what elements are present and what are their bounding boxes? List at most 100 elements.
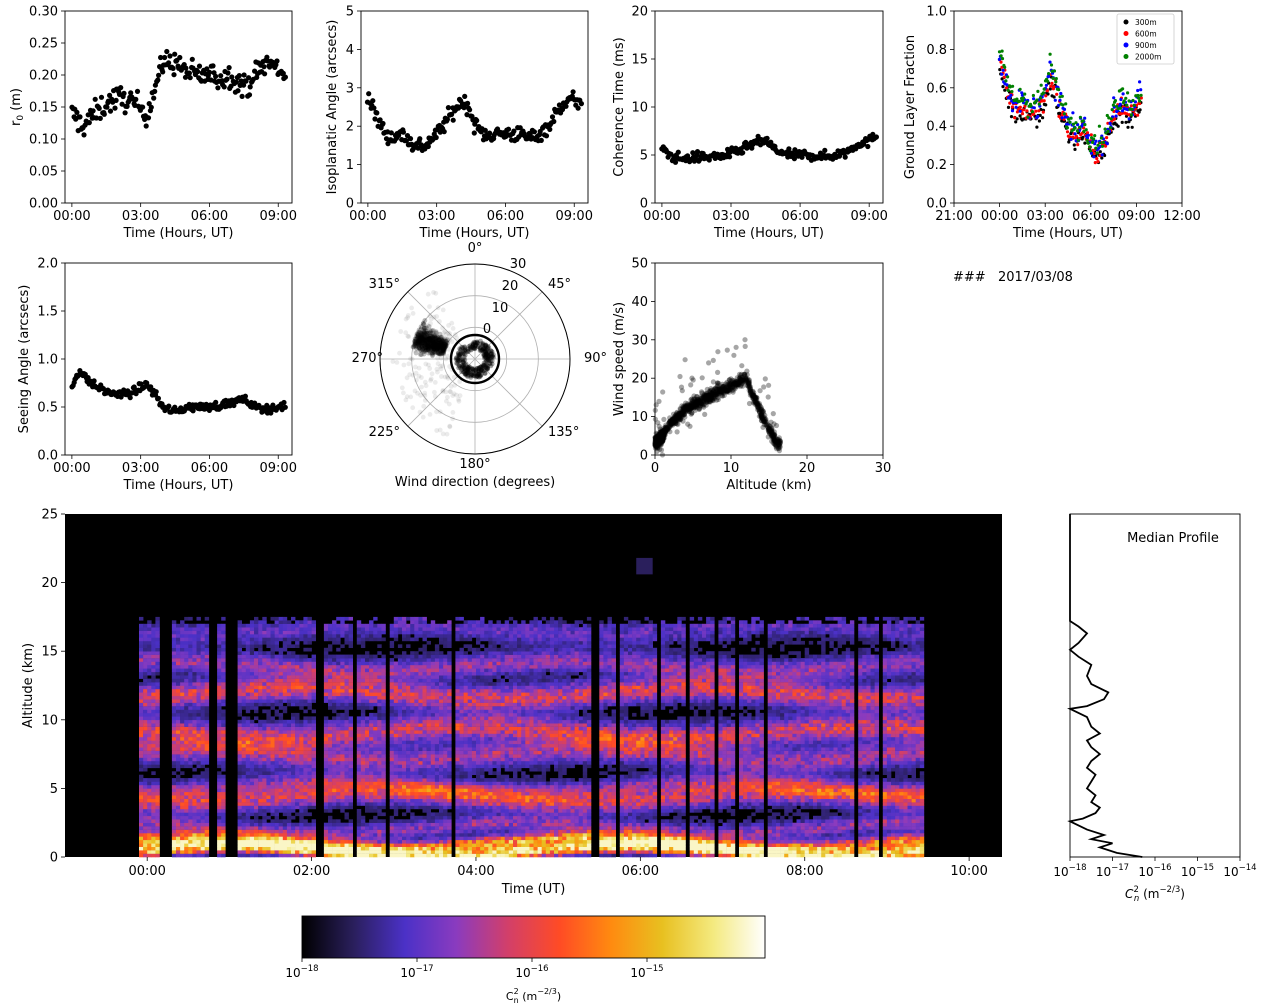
heatmap-cell [196, 709, 201, 714]
heatmap-cell [217, 661, 222, 666]
data-point [1124, 120, 1128, 124]
heatmap-cell [237, 630, 242, 635]
heatmap-cell [200, 839, 205, 844]
data-point [414, 338, 420, 344]
heatmap-cell [245, 664, 251, 669]
heatmap-cell [196, 747, 201, 751]
data-point [715, 349, 721, 355]
heatmap-cell [180, 627, 185, 631]
heatmap-cell [176, 712, 181, 717]
heatmap-cell [147, 644, 152, 648]
heatmap-cell [200, 774, 205, 779]
heatmap-cell [204, 747, 210, 751]
data-point [1037, 109, 1041, 113]
heatmap-cell [217, 675, 222, 679]
data-point [1093, 161, 1097, 165]
heatmap-cell [171, 664, 177, 669]
heatmap-cell [171, 637, 177, 642]
data-points [659, 131, 880, 165]
heatmap-cell [192, 640, 197, 645]
heatmap-cell [241, 812, 247, 817]
heatmap-cell [188, 781, 193, 786]
heatmap-cell [143, 637, 148, 642]
data-point [426, 324, 432, 329]
heatmap-cell [176, 658, 181, 662]
angle-label: 180° [459, 457, 490, 472]
y-tick-label: 15 [631, 53, 648, 68]
data-point [1074, 121, 1078, 125]
heatmap-cell [184, 743, 189, 748]
data-point [118, 85, 124, 91]
heatmap-cell [237, 774, 242, 779]
data-point [1083, 141, 1087, 145]
data-point [417, 136, 423, 142]
heatmap-cell [184, 644, 189, 648]
heatmap-cell [245, 788, 251, 793]
data-point [432, 380, 438, 385]
data-point [138, 381, 144, 387]
heatmap-cell [155, 822, 160, 827]
heatmap-cell [192, 747, 197, 751]
heatmap-cell [180, 620, 185, 624]
heatmap-cell [155, 846, 160, 851]
x-axis-label: Time (Hours, UT) [713, 226, 824, 241]
data-point [1083, 116, 1087, 120]
heatmap-cell [221, 747, 226, 751]
heatmap-cell [204, 712, 210, 717]
data-point [1052, 69, 1056, 73]
heatmap-cell [139, 819, 144, 823]
data-point [467, 107, 473, 113]
data-point [1023, 92, 1027, 96]
heatmap-cell [143, 747, 148, 751]
heatmap-cell [217, 747, 222, 751]
heatmap-cell [184, 853, 189, 858]
heatmap-cell [171, 702, 177, 707]
heatmap-cell [139, 846, 144, 851]
heatmap-cell [139, 737, 144, 741]
data-point [1018, 105, 1022, 109]
heatmap-cell [237, 706, 242, 710]
heatmap-cell [258, 802, 263, 806]
data-point [1129, 104, 1133, 108]
heatmap-cell [200, 778, 205, 782]
heatmap-cell [171, 654, 177, 659]
heatmap-cell [184, 640, 189, 645]
legend-marker [1123, 19, 1129, 25]
heatmap-cell [155, 661, 160, 666]
data-point [427, 412, 433, 417]
heatmap-cell [188, 743, 193, 748]
heatmap-cell [258, 761, 263, 765]
heatmap-cell [249, 795, 255, 799]
heatmap-cell [217, 706, 222, 710]
heatmap-cell [143, 692, 148, 697]
heatmap-cell [196, 754, 201, 758]
heatmap-cell [204, 675, 210, 679]
heatmap-cell [196, 764, 201, 769]
data-point [1126, 91, 1130, 95]
heatmap-cell [249, 706, 255, 710]
data-point [140, 104, 146, 110]
data-point [1018, 109, 1022, 113]
heatmap-cell [180, 846, 185, 851]
heatmap-cell [192, 774, 197, 779]
data-point [474, 370, 479, 376]
heatmap-cell [237, 819, 242, 823]
heatmap-cell [217, 685, 222, 690]
heatmap-cell [151, 740, 156, 745]
data-point [104, 104, 110, 110]
data-point [459, 363, 465, 369]
heatmap-cell [176, 699, 181, 703]
heatmap-cell [204, 723, 210, 727]
data-point [1093, 134, 1097, 138]
data-point [450, 410, 456, 415]
heatmap-cell [143, 716, 148, 721]
heatmap-cell [200, 798, 205, 803]
heatmap-cell [200, 781, 205, 786]
heatmap-cell [258, 795, 263, 799]
heatmap-cell [176, 754, 181, 758]
heatmap-cell [237, 750, 242, 755]
heatmap-cell [204, 627, 210, 631]
heatmap-cell [143, 623, 148, 628]
heatmap-cell [200, 843, 205, 847]
data-point [427, 366, 433, 371]
